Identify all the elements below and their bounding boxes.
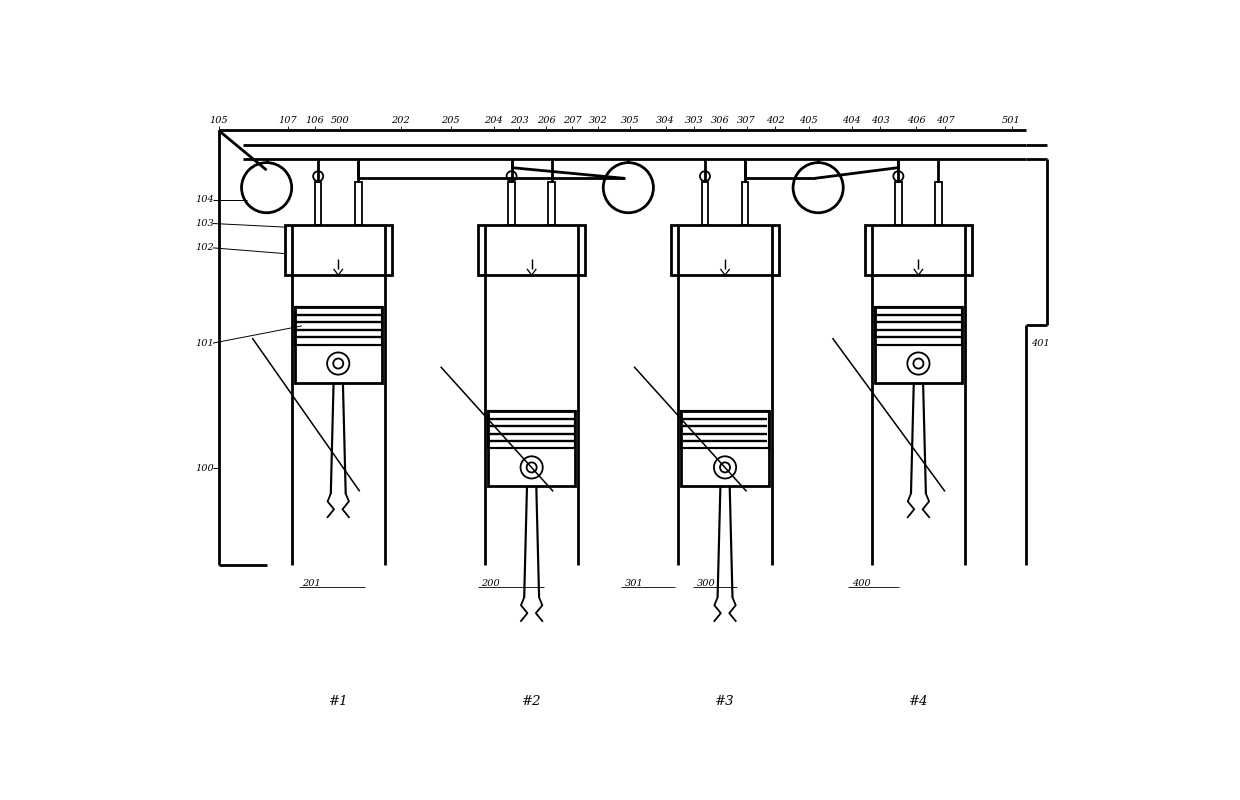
- Bar: [671, 225, 779, 275]
- Bar: [702, 182, 708, 225]
- Text: 405: 405: [800, 116, 818, 125]
- Text: 306: 306: [711, 116, 729, 125]
- Bar: [742, 182, 748, 225]
- Text: 207: 207: [563, 116, 582, 125]
- Bar: [895, 182, 901, 225]
- Text: 102: 102: [195, 243, 213, 252]
- Bar: [681, 411, 769, 486]
- Bar: [355, 182, 362, 225]
- Text: 401: 401: [1030, 338, 1049, 348]
- Text: 305: 305: [620, 116, 639, 125]
- Text: 204: 204: [485, 116, 503, 125]
- Text: 106: 106: [305, 116, 324, 125]
- Bar: [489, 411, 575, 486]
- Bar: [295, 307, 382, 382]
- Text: 200: 200: [481, 578, 500, 587]
- Text: #3: #3: [715, 694, 735, 708]
- Text: 103: 103: [195, 219, 213, 228]
- Bar: [315, 182, 321, 225]
- Bar: [477, 225, 585, 275]
- Text: #4: #4: [909, 694, 929, 708]
- Text: 400: 400: [852, 578, 870, 587]
- Text: 501: 501: [1002, 116, 1021, 125]
- Bar: [489, 411, 575, 449]
- Text: 104: 104: [195, 195, 213, 204]
- Text: 303: 303: [684, 116, 703, 125]
- Text: #2: #2: [522, 694, 542, 708]
- Text: 301: 301: [625, 578, 644, 587]
- Bar: [874, 307, 962, 382]
- Text: 402: 402: [766, 116, 785, 125]
- Text: 205: 205: [441, 116, 460, 125]
- Bar: [284, 225, 392, 275]
- Bar: [295, 307, 382, 345]
- Text: #1: #1: [329, 694, 348, 708]
- Bar: [864, 225, 972, 275]
- Text: 206: 206: [537, 116, 556, 125]
- Text: 300: 300: [697, 578, 715, 587]
- Text: 403: 403: [870, 116, 890, 125]
- Text: 201: 201: [303, 578, 321, 587]
- Text: 203: 203: [510, 116, 528, 125]
- Text: 406: 406: [906, 116, 925, 125]
- Text: 202: 202: [391, 116, 410, 125]
- Text: 407: 407: [935, 116, 955, 125]
- Text: 100: 100: [195, 464, 213, 473]
- Bar: [935, 182, 941, 225]
- Text: 302: 302: [589, 116, 608, 125]
- Text: 500: 500: [331, 116, 350, 125]
- Text: 404: 404: [842, 116, 862, 125]
- Text: 101: 101: [195, 338, 213, 348]
- Bar: [548, 182, 556, 225]
- Bar: [508, 182, 515, 225]
- Text: 107: 107: [279, 116, 298, 125]
- Text: 307: 307: [737, 116, 756, 125]
- Text: 105: 105: [210, 116, 228, 125]
- Bar: [681, 411, 769, 449]
- Bar: [874, 307, 962, 345]
- Text: 304: 304: [656, 116, 675, 125]
